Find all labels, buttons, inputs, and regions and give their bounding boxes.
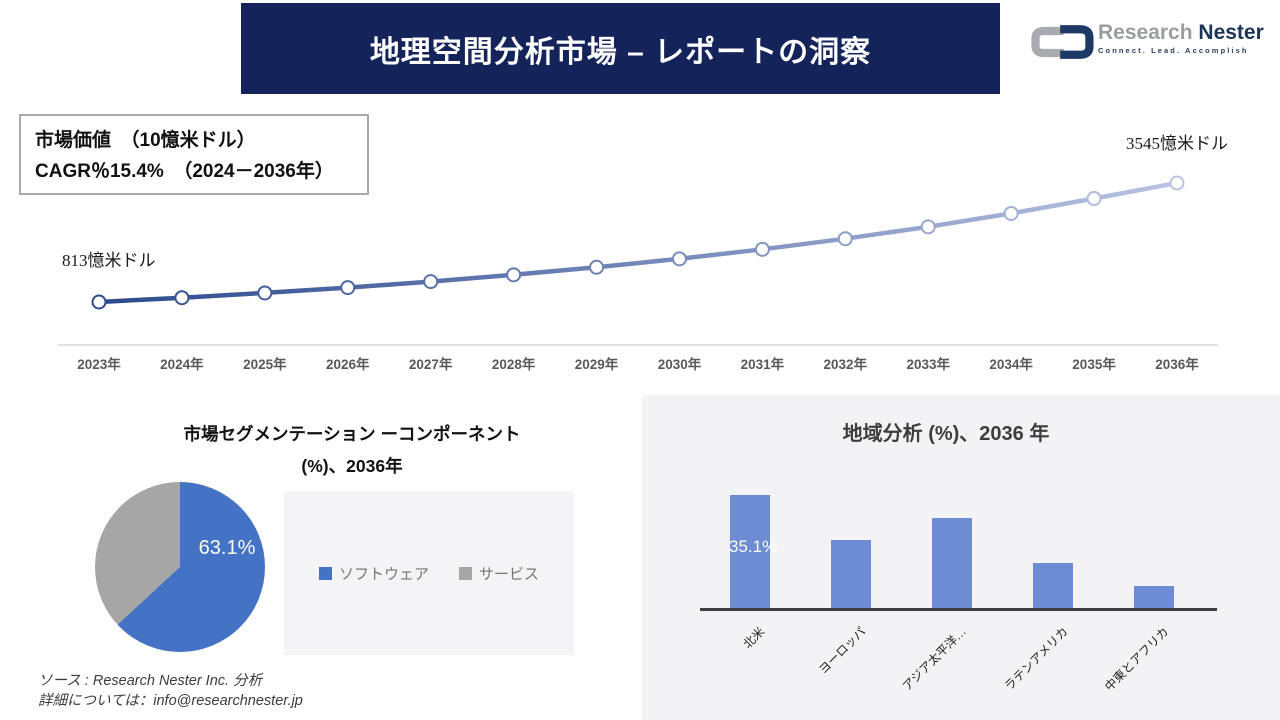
pie-chart-title: 市場セグメンテーション ーコンポーネント (%)、2036年	[72, 418, 632, 482]
x-axis-tick-label: 2035年	[1072, 356, 1116, 372]
legend-label-services: サービス	[479, 565, 540, 583]
x-axis-tick-label: 2033年	[906, 356, 950, 372]
x-axis-tick-label: 2028年	[492, 356, 536, 372]
data-point-marker	[671, 251, 687, 267]
bar-1	[831, 540, 871, 608]
source-note: ソース : Research Nester Inc. 分析 詳細については：in…	[38, 671, 303, 711]
services-swatch-icon	[459, 566, 472, 580]
logo-tagline: Connect. Lead. Accomplish	[1098, 46, 1249, 55]
x-axis-tick-label: 2026年	[326, 356, 370, 372]
bar-2	[932, 517, 972, 608]
x-axis-tick-label: 2030年	[658, 356, 702, 372]
market-value-box: 市場価値 （10憶米ドル） CAGR％15.4% （2024－2036年）	[19, 114, 369, 195]
legend-item-services: サービス	[459, 563, 539, 584]
bar-category-label: ヨーロッパ	[815, 624, 869, 677]
logo-name: Research Nester	[1098, 22, 1264, 43]
x-axis-tick-label: 2036年	[1155, 356, 1199, 372]
data-point-marker	[91, 294, 107, 310]
research-nester-logo: Research Nester Connect. Lead. Accomplis…	[1030, 22, 1264, 70]
bar-category-label: 中東とアフリカ	[1102, 624, 1172, 694]
logo-text: Research Nester Connect. Lead. Accomplis…	[1098, 22, 1264, 55]
x-axis-tick-label: 2031年	[741, 356, 785, 372]
bar-category-label: 北米	[740, 624, 768, 652]
data-point-marker	[589, 259, 605, 275]
x-axis-tick-label: 2034年	[989, 356, 1033, 372]
page-title: 地理空間分析市場 – レポートの洞察	[369, 35, 872, 69]
cagr-label: CAGR％15.4% （2024－2036年）	[35, 161, 334, 182]
x-axis-tick-label: 2027年	[409, 356, 453, 372]
x-axis-tick-label: 2029年	[575, 356, 619, 372]
data-point-marker	[1086, 191, 1102, 207]
region-bar-chart-panel: 地域分析 (%)、2036 年 35.1% 北米 ヨーロッパ アジア太平洋… ラテンア…	[642, 395, 1280, 720]
data-point-marker	[1003, 205, 1019, 221]
contact-line: 詳細については：info@researchnester.jp	[38, 693, 303, 709]
logo-name-nester: Nester	[1198, 21, 1264, 44]
market-value-line-chart: 2023年 2024年 2025年 2026年 2027年 2028年 2029年 2030年…	[58, 175, 1218, 372]
market-value-label: 市場価値 （10憶米ドル）	[35, 130, 256, 151]
bar-category-label: アジア太平洋…	[900, 624, 970, 694]
data-point-marker	[837, 231, 853, 247]
bar-3	[1033, 562, 1073, 608]
bar-chart-title: 地域分析 (%)、2036 年	[842, 423, 1050, 445]
bar-0	[730, 495, 770, 608]
x-axis-tick-label: 2025年	[243, 356, 287, 372]
title-banner: 地理空間分析市場 – レポートの洞察	[241, 3, 1000, 94]
data-point-marker	[174, 290, 190, 306]
end-value-annotation: 3545憶米ドル	[1126, 134, 1228, 153]
data-point-marker	[506, 267, 522, 283]
bar-data-label: 35.1%	[729, 537, 778, 556]
component-pie-chart	[95, 482, 265, 652]
bar-category-label: ラテンアメリカ	[1001, 624, 1071, 694]
pie-slice-label: 63.1%	[198, 537, 256, 559]
legend-item-software: ソフトウェア	[318, 563, 429, 584]
data-point-marker	[920, 219, 936, 235]
chain-link-icon	[1031, 25, 1094, 59]
software-swatch-icon	[318, 566, 332, 580]
source-line: ソース : Research Nester Inc. 分析	[38, 673, 263, 689]
data-point-marker	[340, 280, 356, 296]
pie-title-line2: (%)、2036年	[301, 456, 403, 476]
market-value-line	[96, 180, 1180, 305]
data-point-marker	[754, 241, 770, 257]
legend-label-software: ソフトウェア	[338, 565, 429, 583]
pie-title-line1: 市場セグメンテーション ーコンポーネント	[183, 424, 521, 444]
x-axis-tick-label: 2023年	[77, 356, 121, 372]
pie-legend: ソフトウェア サービス	[284, 491, 574, 655]
bar-axis-line	[700, 608, 1217, 611]
x-axis-tick-label: 2032年	[824, 356, 868, 372]
data-point-marker	[257, 285, 273, 301]
start-value-annotation: 813憶米ドル	[62, 251, 156, 270]
bar-4	[1134, 585, 1174, 608]
x-axis-tick-label: 2024年	[160, 356, 204, 372]
logo-name-research: Research	[1098, 21, 1193, 44]
data-point-marker	[423, 274, 439, 290]
data-point-marker	[1169, 175, 1185, 191]
